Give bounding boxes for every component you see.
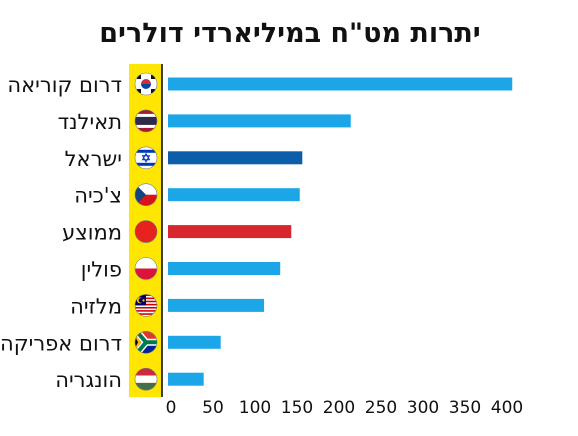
israel-flag-icon bbox=[134, 146, 158, 170]
bar bbox=[168, 77, 513, 91]
bar bbox=[168, 298, 265, 312]
x-tick-label: 300 bbox=[407, 398, 439, 418]
bars-layer bbox=[168, 77, 513, 386]
bar bbox=[168, 372, 204, 386]
malaysia-flag-icon bbox=[134, 294, 158, 317]
bar bbox=[168, 188, 300, 202]
bar bbox=[168, 225, 292, 239]
poland-flag-icon bbox=[134, 257, 158, 280]
category-label: תאילנד bbox=[58, 110, 122, 134]
category-label: מלזיה bbox=[70, 294, 122, 318]
thailand-flag-icon bbox=[134, 109, 158, 133]
x-tick-label: 350 bbox=[449, 398, 481, 418]
category-label: הונגריה bbox=[55, 368, 122, 392]
x-tick-label: 200 bbox=[323, 398, 355, 418]
category-label: דרום אפריקה bbox=[0, 331, 122, 355]
bar bbox=[168, 114, 351, 128]
x-tick-label: 50 bbox=[202, 398, 224, 418]
czech-flag-icon bbox=[134, 183, 158, 206]
x-tick-label: 400 bbox=[491, 398, 523, 418]
flags-layer bbox=[134, 72, 158, 391]
south-korea-flag-icon bbox=[134, 72, 158, 96]
category-labels: דרום קוריאה תאילנד ישראל צ'כיה ממוצע פולין מלז… bbox=[0, 73, 122, 392]
category-label: צ'כיה bbox=[74, 184, 122, 208]
hungary-flag-icon bbox=[134, 367, 158, 391]
x-tick-label: 250 bbox=[365, 398, 397, 418]
chart-title: יתרות מט"ח במיליארדי דולרים bbox=[99, 18, 481, 49]
bar bbox=[168, 335, 221, 349]
x-tick-label: 150 bbox=[281, 398, 313, 418]
category-label: דרום קוריאה bbox=[7, 73, 122, 97]
x-axis-ticks: 0 50 100 150 200 250 300 350 400 bbox=[166, 398, 524, 418]
x-tick-label: 0 bbox=[166, 398, 177, 418]
x-tick-label: 100 bbox=[239, 398, 271, 418]
category-label: ישראל bbox=[65, 147, 122, 171]
bar bbox=[168, 262, 281, 275]
bar bbox=[168, 151, 303, 165]
average-dot-icon bbox=[134, 220, 158, 243]
category-label: ממוצע bbox=[62, 221, 122, 245]
category-label: פולין bbox=[81, 258, 122, 282]
